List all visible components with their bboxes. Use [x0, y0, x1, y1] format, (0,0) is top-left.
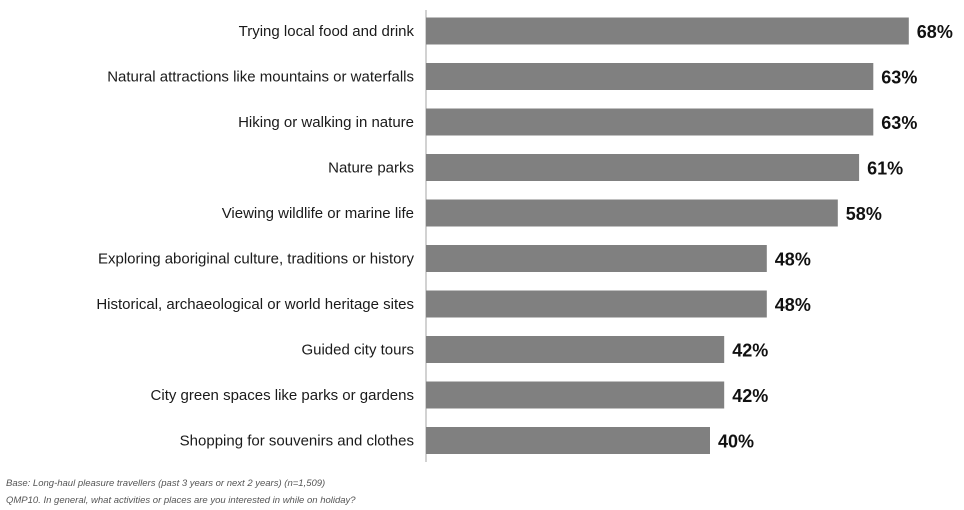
- bar: [426, 154, 860, 181]
- category-label: Hiking or walking in nature: [238, 114, 414, 131]
- bar: [426, 199, 838, 227]
- bar: [426, 63, 874, 90]
- bar-chart: Trying local food and drink 68% Natural at…: [96, 10, 953, 462]
- bar: [426, 245, 767, 272]
- value-label: 42%: [732, 341, 768, 361]
- bar: [426, 427, 710, 454]
- value-label: 61%: [867, 159, 903, 179]
- bar: [426, 290, 767, 318]
- bar: [426, 336, 725, 363]
- value-label: 42%: [732, 386, 768, 406]
- value-label: 40%: [718, 432, 754, 452]
- category-label: Guided city tours: [301, 342, 414, 359]
- category-label: Natural attractions like mountains or wa…: [107, 69, 414, 86]
- bar: [426, 108, 874, 136]
- category-label: Shopping for souvenirs and clothes: [180, 433, 414, 450]
- bars-group: Trying local food and drink 68% Natural at…: [96, 17, 953, 454]
- bar: [426, 381, 725, 409]
- value-label: 63%: [881, 113, 917, 133]
- category-label: City green spaces like parks or gardens: [151, 387, 414, 404]
- category-label: Nature parks: [328, 160, 414, 177]
- question-note: QMP10. In general, what activities or pl…: [6, 495, 356, 506]
- value-label: 48%: [775, 250, 811, 270]
- category-label: Historical, archaeological or world heri…: [96, 296, 414, 313]
- value-label: 63%: [881, 68, 917, 88]
- value-label: 48%: [775, 295, 811, 315]
- category-label: Trying local food and drink: [239, 23, 415, 40]
- bar: [426, 17, 909, 45]
- category-label: Viewing wildlife or marine life: [222, 205, 414, 222]
- value-label: 68%: [917, 22, 953, 42]
- category-label: Exploring aboriginal culture, traditions…: [98, 251, 414, 268]
- value-label: 58%: [846, 204, 882, 224]
- base-note: Base: Long-haul pleasure travellers (pas…: [6, 478, 326, 489]
